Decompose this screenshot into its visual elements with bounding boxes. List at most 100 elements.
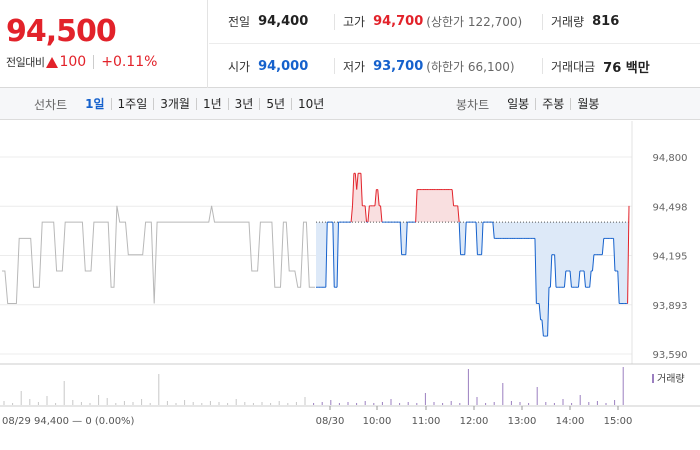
quote-value: 76 백만 <box>603 60 650 76</box>
price-segment <box>538 303 542 320</box>
price-segment <box>492 222 495 239</box>
candle-chart-label: 봉차트 <box>456 97 490 112</box>
y-tick-label: 93,590 <box>653 350 688 361</box>
price-segment <box>589 270 592 288</box>
quote-cell: 전일 94,400 <box>228 13 308 30</box>
line-chart-tabs: 선차트 1일 1주일 3개월 1년 3년 5년 10년 <box>34 88 330 120</box>
y-tick-label: 93,893 <box>653 301 688 312</box>
quote-limit: (하한가 66,100) <box>426 59 515 74</box>
price-segment <box>481 222 484 255</box>
quote-cell: 거래대금 76 백만 <box>542 58 650 76</box>
price-segment <box>549 254 553 288</box>
x-tick-label: 14:00 <box>556 416 585 427</box>
price-summary: 94,500 전일대비 100 +0.11% <box>0 0 208 88</box>
period-tab[interactable]: 10년 <box>291 98 330 110</box>
price-segment <box>534 238 537 304</box>
period-tab[interactable]: 5년 <box>259 98 291 110</box>
price-chart-area: 94,800 94,498 94,195 93,893 93,590 거래량 08/29 9… <box>0 121 700 450</box>
quote-value: 94,400 <box>258 14 309 29</box>
quote-key: 거래대금 <box>551 59 596 74</box>
x-tick-label: 10:00 <box>363 416 392 427</box>
price-segment <box>377 189 380 206</box>
stock-header: 94,500 전일대비 100 +0.11% 전일 94,400 고가 94,700(… <box>0 0 700 88</box>
price-segment <box>457 205 460 223</box>
quote-info-grid: 전일 94,400 고가 94,700 (상한가 122,700) 거래량 816 시가 94… <box>209 0 700 88</box>
prev-day-caption: 08/29 94,400 — 0 (0.00%) <box>2 416 135 427</box>
price-segment <box>451 189 455 206</box>
price-segment <box>364 205 368 223</box>
candle-chart-tabs: 봉차트 일봉 주봉 월봉 <box>456 88 605 120</box>
price-segment <box>541 319 544 337</box>
up-triangle-icon <box>46 56 59 68</box>
price-segment <box>592 254 595 272</box>
y-tick-label: 94,800 <box>653 153 688 164</box>
price-segment <box>356 173 359 190</box>
price-segment <box>577 270 581 288</box>
price-segment <box>351 173 355 206</box>
price-segment <box>360 173 363 206</box>
current-price: 94,500 <box>6 14 117 49</box>
price-segment <box>350 205 353 223</box>
period-tab[interactable]: 1년 <box>195 98 228 110</box>
period-tab[interactable]: 3개월 <box>153 98 196 110</box>
change-percent: +0.11% <box>101 54 158 70</box>
price-segment <box>325 222 328 288</box>
price-segment <box>475 222 478 255</box>
price-segment <box>617 270 620 304</box>
intraday-price-chart[interactable]: 94,800 94,498 94,195 93,893 93,590 거래량 08/29 9… <box>0 121 700 450</box>
below-base-area <box>316 222 629 337</box>
price-segment <box>601 238 605 255</box>
x-tick-label: 11:00 <box>412 416 441 427</box>
quote-cell: 거래량 816 <box>542 13 620 30</box>
quote-key: 고가 <box>343 15 366 29</box>
change-value: 100 <box>59 54 87 70</box>
quote-value: 93,700 <box>373 58 424 74</box>
price-segment <box>332 222 335 288</box>
price-segment <box>336 222 339 288</box>
price-change-row: 전일대비 100 +0.11% <box>6 54 157 70</box>
quote-key: 저가 <box>343 59 366 74</box>
price-segment <box>405 222 408 255</box>
chart-period-tabbar: 선차트 1일 1주일 3개월 1년 3년 5년 10년 봉차트 일봉 주봉 월봉 <box>0 88 700 120</box>
quote-value: 94,000 <box>258 58 309 74</box>
quote-key: 시가 <box>228 59 251 74</box>
price-segment <box>547 287 550 337</box>
candle-tab[interactable]: 월봉 <box>570 98 605 110</box>
period-tab[interactable]: 3년 <box>227 98 260 110</box>
volume-legend-swatch <box>652 374 654 383</box>
quote-row-2: 시가 94,000 저가 93,700 (하한가 66,100) 거래대금 76 백만 <box>209 44 700 88</box>
candle-tab[interactable]: 주봉 <box>535 98 570 110</box>
price-segment <box>458 222 462 255</box>
x-tick-label: 08/30 <box>316 416 345 427</box>
period-tab[interactable]: 1일 <box>85 97 105 111</box>
price-segment <box>613 238 616 271</box>
price-segment <box>415 189 418 223</box>
price-segment <box>399 222 403 255</box>
quote-limit: (상한가 122,700) <box>426 15 523 29</box>
quote-value: 816 <box>592 14 620 29</box>
price-segment <box>554 254 557 288</box>
x-tick-label: 13:00 <box>508 416 537 427</box>
change-amount: 100 <box>46 54 86 70</box>
period-tab[interactable]: 1주일 <box>110 98 154 110</box>
price-segment <box>583 270 586 288</box>
price-segment <box>563 270 567 288</box>
price-segment <box>464 222 467 255</box>
y-tick-label: 94,498 <box>653 202 688 213</box>
quote-key: 거래량 <box>551 15 585 29</box>
divider <box>93 55 95 69</box>
change-label: 전일대비 <box>6 56 45 69</box>
quote-value: 94,700 <box>373 14 424 29</box>
prev-day-price-line <box>2 205 315 304</box>
x-tick-label: 12:00 <box>460 416 489 427</box>
price-segment <box>569 270 572 288</box>
candle-tab[interactable]: 일봉 <box>507 97 530 111</box>
price-segment <box>380 205 383 223</box>
price-segment <box>367 205 370 223</box>
x-tick-label: 15:00 <box>604 416 633 427</box>
quote-key: 전일 <box>228 15 251 29</box>
quote-cell: 고가 94,700 (상한가 122,700) <box>334 13 523 30</box>
quote-cell: 저가 93,700 (하한가 66,100) <box>334 58 515 74</box>
line-chart-label: 선차트 <box>34 97 68 112</box>
volume-legend-label: 거래량 <box>657 373 685 385</box>
